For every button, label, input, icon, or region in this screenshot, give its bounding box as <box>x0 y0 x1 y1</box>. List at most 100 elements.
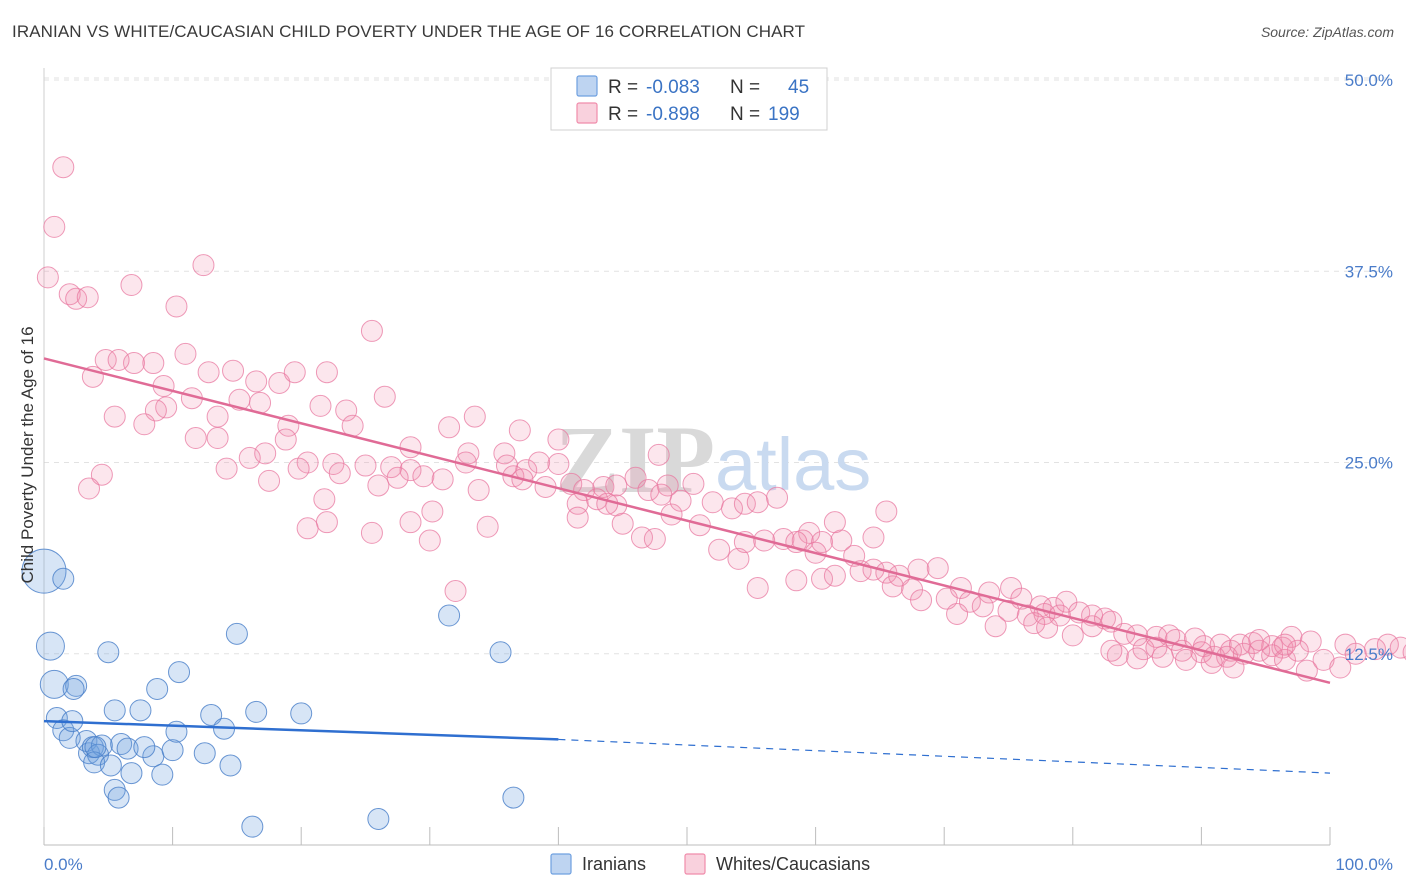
whites-point-185 <box>1286 639 1309 662</box>
whites-point-50 <box>258 469 281 492</box>
whites-point-42 <box>215 457 238 480</box>
iranians-trend-dashed <box>558 738 1331 774</box>
iranians-point-24 <box>129 699 152 722</box>
whites-point-110 <box>811 531 834 554</box>
whites-point-11 <box>107 348 130 371</box>
whites-point-105 <box>746 491 769 514</box>
whites-point-155 <box>1036 616 1059 639</box>
whites-point-156 <box>1061 624 1084 647</box>
whites-point-193 <box>1273 633 1296 656</box>
whites-point-174 <box>1106 644 1129 667</box>
iranians-point-40 <box>241 815 264 838</box>
iranians-point-11 <box>489 641 512 664</box>
iranians-point-2 <box>35 631 65 661</box>
whites-point-46 <box>380 456 403 479</box>
whites-point-33 <box>373 385 396 408</box>
whites-point-144 <box>971 595 994 618</box>
whites-point-191 <box>1222 656 1245 679</box>
whites-point-79 <box>637 479 660 502</box>
legend-r-value-iranians: -0.083 <box>646 77 700 98</box>
iranians-point-42 <box>502 786 525 809</box>
y-tick-label-1: 25.0% <box>1345 454 1393 473</box>
trend-lines <box>43 357 1331 774</box>
whites-point-32 <box>360 319 383 342</box>
whites-point-45 <box>354 454 377 477</box>
whites-point-6 <box>120 274 143 297</box>
iranians-point-39 <box>107 786 130 809</box>
legend-r-label-iranians: R = <box>608 77 638 98</box>
iranians-point-6 <box>97 641 120 664</box>
iranians-point-13 <box>52 719 75 742</box>
legend-r-label-whites: R = <box>608 104 638 125</box>
whites-point-134 <box>910 589 933 612</box>
whites-point-66 <box>431 468 454 491</box>
whites-point-187 <box>1126 647 1149 670</box>
x-tick-label-0: 0.0% <box>44 855 83 874</box>
whites-point-199 <box>1364 638 1387 661</box>
whites-point-196 <box>1329 656 1352 679</box>
whites-point-154 <box>1023 612 1046 635</box>
whites-point-54 <box>412 465 435 488</box>
whites-trend-line <box>43 357 1331 685</box>
whites-point-25 <box>133 413 156 436</box>
whites-point-81 <box>647 443 670 466</box>
y-tick-label-0: 12.5% <box>1345 645 1393 664</box>
whites-point-131 <box>926 557 949 580</box>
legend-n-label-iranians: N = <box>730 77 760 98</box>
whites-point-103 <box>721 497 744 520</box>
whites-point-146 <box>1016 604 1039 627</box>
whites-point-112 <box>823 511 846 534</box>
whites-point-113 <box>862 526 885 549</box>
whites-point-38 <box>274 428 297 451</box>
iranians-point-32 <box>245 700 268 723</box>
whites-point-48 <box>90 463 113 486</box>
iranians-point-10 <box>438 604 461 627</box>
whites-point-195 <box>1312 648 1335 671</box>
whites-point-3 <box>58 283 81 306</box>
whites-point-122 <box>746 576 769 599</box>
whites-point-120 <box>727 547 750 570</box>
iranians-point-9 <box>225 622 248 645</box>
whites-point-102 <box>688 514 711 537</box>
whites-point-20 <box>283 361 306 384</box>
whites-point-65 <box>528 451 551 474</box>
whites-point-8 <box>192 254 215 277</box>
iranians-point-37 <box>151 763 174 786</box>
whites-point-92 <box>476 515 499 538</box>
whites-point-201 <box>1389 636 1406 659</box>
whites-point-189 <box>1174 648 1197 671</box>
whites-point-18 <box>245 370 268 393</box>
whites-point-202 <box>1402 644 1406 661</box>
iranians-points <box>21 548 525 838</box>
whites-point-153 <box>984 615 1007 638</box>
legend-n-value-whites: 199 <box>768 104 800 125</box>
bottom-legend-swatch-whites <box>684 853 706 875</box>
iranians-point-0 <box>21 548 67 594</box>
whites-point-2 <box>36 266 59 289</box>
whites-point-99 <box>669 489 692 512</box>
bottom-legend: Iranians Whites/Caucasians <box>550 853 870 875</box>
whites-point-55 <box>399 436 422 459</box>
whites-point-85 <box>315 511 338 534</box>
iranians-trend-solid <box>43 719 559 741</box>
whites-point-12 <box>142 352 165 375</box>
iranians-point-44 <box>133 736 156 759</box>
whites-point-132 <box>881 575 904 598</box>
iranians-point-22 <box>110 733 133 756</box>
whites-point-172 <box>1280 625 1303 648</box>
whites-point-95 <box>611 512 634 535</box>
whites-point-24 <box>103 405 126 428</box>
whites-point-107 <box>798 521 821 544</box>
whites-point-93 <box>566 506 589 529</box>
whites-point-186 <box>1100 639 1123 662</box>
iranians-point-33 <box>290 702 313 725</box>
whites-point-106 <box>766 486 789 509</box>
iranians-point-19 <box>90 734 113 757</box>
whites-point-26 <box>206 405 229 428</box>
bottom-legend-label-whites: Whites/Caucasians <box>716 854 870 874</box>
whites-points <box>36 156 1406 682</box>
whites-point-198 <box>1344 642 1367 665</box>
y-axis-label: Child Poverty Under the Age of 16 <box>18 326 37 583</box>
whites-point-61 <box>508 419 531 442</box>
whites-point-49 <box>78 477 101 500</box>
